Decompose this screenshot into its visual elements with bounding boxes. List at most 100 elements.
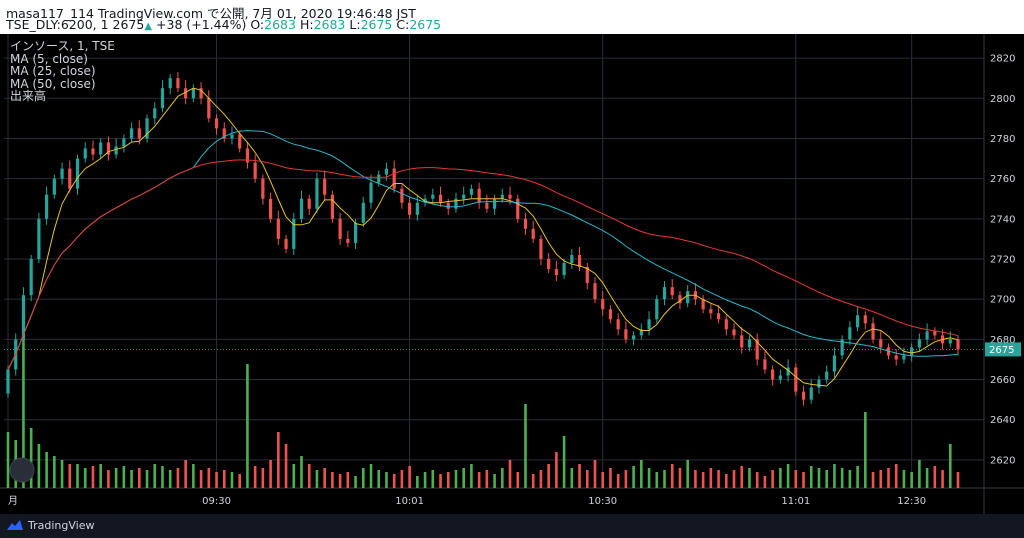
x-tick-label: 09:30 <box>202 496 231 507</box>
volume-bar <box>261 468 265 488</box>
candle-body <box>492 198 497 209</box>
volume-bar <box>284 444 288 488</box>
candle-body <box>732 329 736 336</box>
volume-bar <box>539 470 543 488</box>
volume-bar <box>431 470 435 488</box>
candle-body <box>145 118 149 139</box>
volume-bar <box>585 470 589 488</box>
volume-bar <box>323 468 326 488</box>
volume-bar <box>871 472 875 488</box>
volume-bar <box>269 460 272 488</box>
volume-bar <box>941 470 944 488</box>
close-value: 2675 <box>409 17 442 32</box>
volume-bar <box>624 470 628 488</box>
candle-body <box>771 369 775 380</box>
volume-bar <box>825 470 828 488</box>
volume-bar <box>361 468 365 488</box>
candle-body <box>191 88 195 99</box>
x-tick-label: 11:01 <box>781 496 810 507</box>
candle-body <box>616 319 620 330</box>
volume-bar <box>37 444 41 488</box>
price-chart[interactable]: 2620 2640 2660 2680 2700 2720 2740 2760 2780 2800… <box>0 34 1024 514</box>
volume-bar <box>848 470 852 488</box>
volume-bar <box>292 464 296 488</box>
candle-body <box>948 339 952 344</box>
candle-body <box>516 198 520 219</box>
volume-bar <box>45 452 48 488</box>
candle-body <box>346 238 350 243</box>
candle-body <box>547 259 551 270</box>
volume-bar <box>307 464 311 488</box>
volume-bar <box>578 464 581 488</box>
volume-bar <box>99 464 102 488</box>
volume-bar <box>717 470 720 488</box>
candle-body <box>330 194 334 219</box>
volume-bar <box>138 468 141 488</box>
volume-bar <box>300 456 303 488</box>
volume-bar <box>76 464 79 488</box>
y-tick-label: 2620 <box>990 455 1015 466</box>
volume-bar <box>555 452 558 488</box>
volume-bar <box>385 472 388 488</box>
candle-body <box>168 78 172 89</box>
legend-series[interactable]: インソース, 1, TSE <box>10 39 115 53</box>
candle-body <box>686 291 690 304</box>
last-price-label: 2675 <box>989 345 1014 356</box>
volume-bar <box>454 470 458 488</box>
candle-body <box>184 88 188 99</box>
low-value: 2675 <box>360 17 393 32</box>
volume-bar <box>647 468 651 488</box>
volume-bar <box>516 472 520 488</box>
volume-bar <box>887 468 890 488</box>
open-value: 2683 <box>264 17 296 32</box>
indicator-legend: インソース, 1, TSE MA (5, close) MA (25, clos… <box>10 40 115 103</box>
candle-body <box>6 369 10 394</box>
candle-body <box>45 194 49 219</box>
volume-bar <box>748 468 751 488</box>
volume-bar <box>493 474 496 488</box>
candle-body <box>871 323 875 340</box>
volume-bar <box>755 472 759 488</box>
volume-bar <box>840 468 844 488</box>
candle-body <box>261 178 265 199</box>
candle-body <box>114 146 118 155</box>
volume-bar <box>184 460 187 488</box>
candle-body <box>245 148 250 163</box>
volume-bar <box>369 464 373 488</box>
volume-bar <box>686 460 689 488</box>
legend-ma5[interactable]: MA (5, close) <box>10 51 88 66</box>
candle-body <box>106 142 111 155</box>
candle-body <box>508 194 512 199</box>
chart-area[interactable]: 2620 2640 2660 2680 2700 2720 2740 2760 2780 2800… <box>0 34 1024 514</box>
legend-volume[interactable]: 出来高 <box>10 89 47 103</box>
volume-bar <box>215 472 218 488</box>
candle-body <box>446 202 450 209</box>
candle-body <box>786 367 790 376</box>
candle-body <box>577 254 582 268</box>
volume-bar <box>786 464 790 488</box>
volume-bar <box>68 464 72 488</box>
candle-body <box>956 339 960 350</box>
legend-ma50[interactable]: MA (50, close) <box>10 76 96 91</box>
candle-body <box>276 218 280 239</box>
volume-bar <box>199 470 203 488</box>
candle-body <box>747 339 752 348</box>
volume-bar <box>663 470 666 488</box>
candle-body <box>539 238 543 259</box>
low-label: L: <box>349 17 361 32</box>
volume-bar <box>701 472 705 488</box>
volume-bar <box>222 470 226 488</box>
candle-body <box>716 313 721 320</box>
candle-body <box>554 269 558 276</box>
volume-bar <box>740 466 744 488</box>
candle-body <box>75 158 80 189</box>
legend-ma25[interactable]: MA (25, close) <box>10 64 96 78</box>
candle-body <box>238 134 242 149</box>
candle-body <box>601 299 605 310</box>
volume-bar <box>894 464 898 488</box>
candle-body <box>83 148 87 159</box>
candle-body <box>570 254 574 264</box>
volume-bar <box>485 470 489 488</box>
candle-body <box>431 194 435 199</box>
candle-body <box>230 134 234 139</box>
